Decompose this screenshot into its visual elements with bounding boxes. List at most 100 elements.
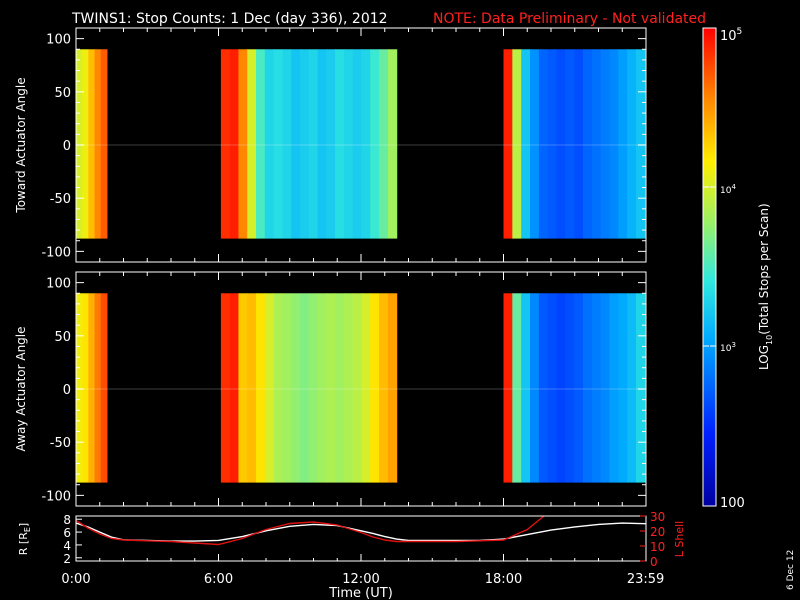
- y-tick-label: 0: [63, 383, 71, 398]
- heatmap-cell: [94, 293, 102, 483]
- heatmap-cell: [387, 293, 398, 483]
- l-shell-axis-label: L Shell: [673, 521, 686, 557]
- heatmap-cell: [556, 49, 566, 239]
- heatmap-cell: [273, 293, 283, 483]
- heatmap-cell: [343, 49, 354, 239]
- y2-tick-label: 0: [650, 555, 658, 569]
- y2-tick-label: 10: [650, 540, 665, 554]
- y-tick-label: 50: [54, 86, 71, 101]
- heatmap-cell: [370, 49, 380, 239]
- x-tick-label: 12:00: [342, 572, 379, 587]
- l-shell-series-line: [75, 515, 545, 546]
- heatmap-cell: [220, 49, 231, 239]
- heatmap-cell: [317, 49, 327, 239]
- heatmap-cell: [335, 49, 345, 239]
- heatmap-cell: [220, 293, 231, 483]
- heatmap-cell: [609, 49, 619, 239]
- heatmap-cell: [82, 293, 89, 483]
- heatmap-cell: [88, 293, 96, 483]
- heatmap-cell: [76, 49, 83, 239]
- heatmap-cell: [512, 293, 522, 483]
- colorbar: 105 104 103 100 LOG10(Total Stops per Sc…: [702, 27, 774, 511]
- heatmap-cell: [379, 293, 389, 483]
- heatmap-cell: [361, 293, 371, 483]
- heatmap-cell: [76, 293, 83, 483]
- toward-panel: 100 50 0 -50 -100 Toward Actuator Angle: [14, 27, 647, 263]
- heatmap-cell: [600, 293, 611, 483]
- heatmap-cell: [547, 293, 558, 483]
- x-axis-label: Time (UT): [328, 586, 393, 600]
- preliminary-note: NOTE: Data Preliminary - Not validated: [433, 11, 706, 27]
- heatmap-cell: [352, 293, 363, 483]
- y-tick-label: 0: [63, 139, 71, 154]
- heatmap-cell: [282, 49, 292, 239]
- y-tick-label: 100: [46, 33, 71, 48]
- heatmap-cell: [582, 293, 593, 483]
- y2-tick-label: 30: [650, 510, 665, 524]
- heatmap-cell: [530, 293, 540, 483]
- colorbar-gradient: [703, 28, 716, 506]
- heatmap-cell: [591, 293, 602, 483]
- heatmap-cell: [370, 293, 380, 483]
- heatmap-cell: [229, 49, 240, 239]
- heatmap-cell: [503, 49, 513, 239]
- heatmap-cell: [591, 49, 602, 239]
- y-tick-label: 8: [63, 513, 71, 527]
- heatmap-cell: [530, 49, 540, 239]
- heatmap-cell: [600, 49, 611, 239]
- heatmap-cell: [343, 293, 354, 483]
- chart-title: TWINS1: Stop Counts: 1 Dec (day 336), 20…: [71, 11, 388, 27]
- heatmap-cell: [308, 293, 319, 483]
- side-date: 6 Dec 12: [786, 550, 796, 590]
- y-axis-label: Toward Actuator Angle: [14, 77, 28, 213]
- heatmap-cell: [387, 49, 398, 239]
- x-tick-label: 18:00: [485, 572, 522, 587]
- x-tick-label: 6:00: [204, 572, 233, 587]
- heatmap-cell: [565, 49, 575, 239]
- heatmap-cell: [229, 293, 240, 483]
- heatmap-cell: [264, 49, 275, 239]
- heatmap-cell: [256, 293, 266, 483]
- y-tick-label: 6: [63, 526, 71, 540]
- heatmap-cell: [618, 293, 628, 483]
- y-tick-label: -50: [50, 436, 71, 451]
- heatmap-cell: [326, 293, 336, 483]
- heatmap-cell: [547, 49, 558, 239]
- heatmap-cell: [635, 293, 646, 483]
- heatmap-cell: [379, 49, 389, 239]
- colorbar-frame: [702, 27, 717, 507]
- heatmap-cell: [273, 49, 283, 239]
- colorbar-tick-low: 103: [720, 341, 736, 354]
- heatmap-cell: [291, 293, 301, 483]
- y-tick-label: -50: [50, 192, 71, 207]
- heatmap-cell: [556, 293, 566, 483]
- colorbar-tick-mid: 104: [720, 183, 736, 196]
- y-tick-label: -100: [41, 245, 71, 260]
- heatmap-cell: [238, 49, 248, 239]
- heatmap-cell: [299, 49, 310, 239]
- heatmap-cell: [238, 293, 248, 483]
- heatmap-cell: [574, 293, 584, 483]
- heatmap-cell: [635, 49, 646, 239]
- heatmap-cell: [82, 49, 89, 239]
- heatmap-cell: [627, 293, 637, 483]
- heatmap-cell: [256, 49, 266, 239]
- heatmap-cell: [317, 293, 327, 483]
- heatmap-cell: [574, 49, 584, 239]
- heatmap-cell: [282, 293, 292, 483]
- heatmap-cell: [308, 49, 319, 239]
- heatmap-cell: [94, 49, 102, 239]
- r-axis-label: R [RE]: [17, 523, 32, 555]
- heatmap-cell: [503, 293, 513, 483]
- heatmap-cell: [521, 49, 531, 239]
- heatmap-cell: [247, 293, 257, 483]
- heatmap-cell: [512, 49, 522, 239]
- y-tick-label: 50: [54, 330, 71, 345]
- colorbar-tick-bottom: 100: [720, 496, 745, 511]
- x-tick-label: 0:00: [61, 572, 90, 587]
- heatmap-cell: [609, 293, 619, 483]
- y-tick-label: 100: [46, 277, 71, 292]
- heatmap-cell: [538, 49, 549, 239]
